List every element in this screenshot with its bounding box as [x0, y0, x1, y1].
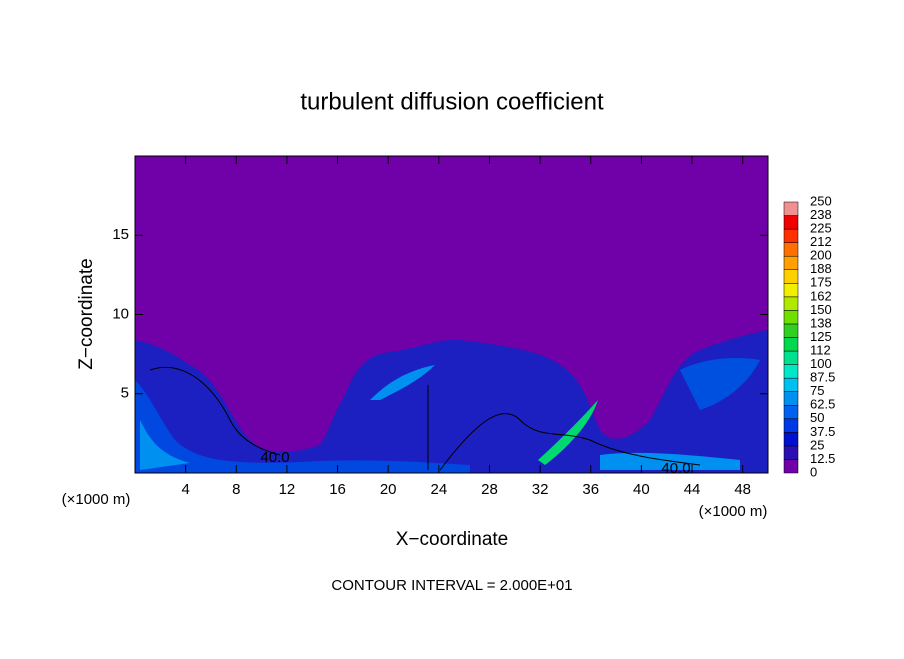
contour-line	[149, 366, 281, 456]
y-tick-label: 15	[112, 226, 129, 243]
colorbar-segment	[783, 296, 799, 311]
colorbar-segment	[783, 283, 799, 298]
y-unit-label: (×1000 m)	[62, 491, 131, 508]
colorbar-label: 37.5	[810, 424, 835, 439]
x-tick-label: 36	[582, 481, 599, 498]
colorbar-segment	[783, 310, 799, 325]
y-tick-label: 10	[112, 305, 129, 322]
colorbar-label: 50	[810, 410, 824, 425]
x-tick-label: 48	[734, 481, 751, 498]
y-tick-label: 5	[121, 385, 129, 402]
colorbar-label: 250	[810, 193, 832, 208]
x-tick-label: 44	[684, 481, 701, 498]
colorbar-label: 175	[810, 275, 832, 290]
colorbar-label: 150	[810, 302, 832, 317]
colorbar-segment	[783, 269, 799, 284]
colorbar-segment	[783, 323, 799, 338]
colorbar-segment	[783, 391, 799, 406]
contour-label: 40.0	[661, 460, 690, 477]
field	[135, 156, 768, 473]
colorbar-segment	[783, 215, 799, 230]
colorbar-segment	[783, 405, 799, 420]
field-region	[538, 400, 598, 465]
colorbar-segment	[783, 445, 799, 460]
contour-line	[439, 413, 701, 471]
chart-title: turbulent diffusion coefficient	[300, 88, 604, 115]
field-region	[135, 330, 768, 473]
field-region	[370, 365, 435, 400]
x-unit-label: (×1000 m)	[699, 503, 768, 520]
colorbar-label: 75	[810, 383, 824, 398]
colorbar-label: 138	[810, 315, 832, 330]
colorbar-segment	[783, 337, 799, 352]
x-tick-label: 24	[430, 481, 447, 498]
colorbar-segment	[783, 201, 799, 216]
colorbar-label: 225	[810, 221, 832, 236]
field-region	[680, 358, 760, 410]
colorbar-label: 125	[810, 329, 832, 344]
colorbar-segment	[783, 350, 799, 365]
colorbar-label: 0	[810, 464, 817, 479]
colorbar-label: 200	[810, 248, 832, 263]
colorbar-label: 100	[810, 356, 832, 371]
colorbar-segment	[783, 377, 799, 392]
colorbar-label: 112	[810, 342, 831, 357]
contour-label: 40.0	[260, 449, 289, 466]
colorbar-label: 25	[810, 437, 824, 452]
colorbar-label: 87.5	[810, 370, 835, 385]
colorbar-segment	[783, 432, 799, 447]
colorbar-label: 188	[810, 261, 832, 276]
x-tick-label: 12	[279, 481, 296, 498]
colorbar-label: 62.5	[810, 397, 835, 412]
colorbar-label: 238	[810, 207, 832, 222]
x-tick-label: 16	[329, 481, 346, 498]
colorbar-segment	[783, 459, 799, 474]
colorbar-label: 12.5	[810, 451, 835, 466]
colorbar-label: 162	[810, 288, 832, 303]
x-tick-label: 32	[532, 481, 549, 498]
colorbar-segment	[783, 228, 799, 243]
x-tick-label: 8	[232, 481, 240, 498]
colorbar-segment	[783, 364, 799, 379]
x-axis-label: X−coordinate	[396, 529, 509, 550]
colorbar-segment	[783, 418, 799, 433]
x-tick-label: 4	[181, 481, 189, 498]
y-axis-label: Z−coordinate	[76, 258, 97, 369]
colorbar-label: 212	[810, 234, 832, 249]
colorbar-segment	[783, 242, 799, 257]
field-region	[140, 420, 190, 470]
x-tick-label: 20	[380, 481, 397, 498]
colorbar-segment	[783, 255, 799, 271]
footer-note: CONTOUR INTERVAL = 2.000E+01	[331, 577, 572, 594]
x-tick-label: 40	[633, 481, 650, 498]
x-tick-label: 28	[481, 481, 498, 498]
